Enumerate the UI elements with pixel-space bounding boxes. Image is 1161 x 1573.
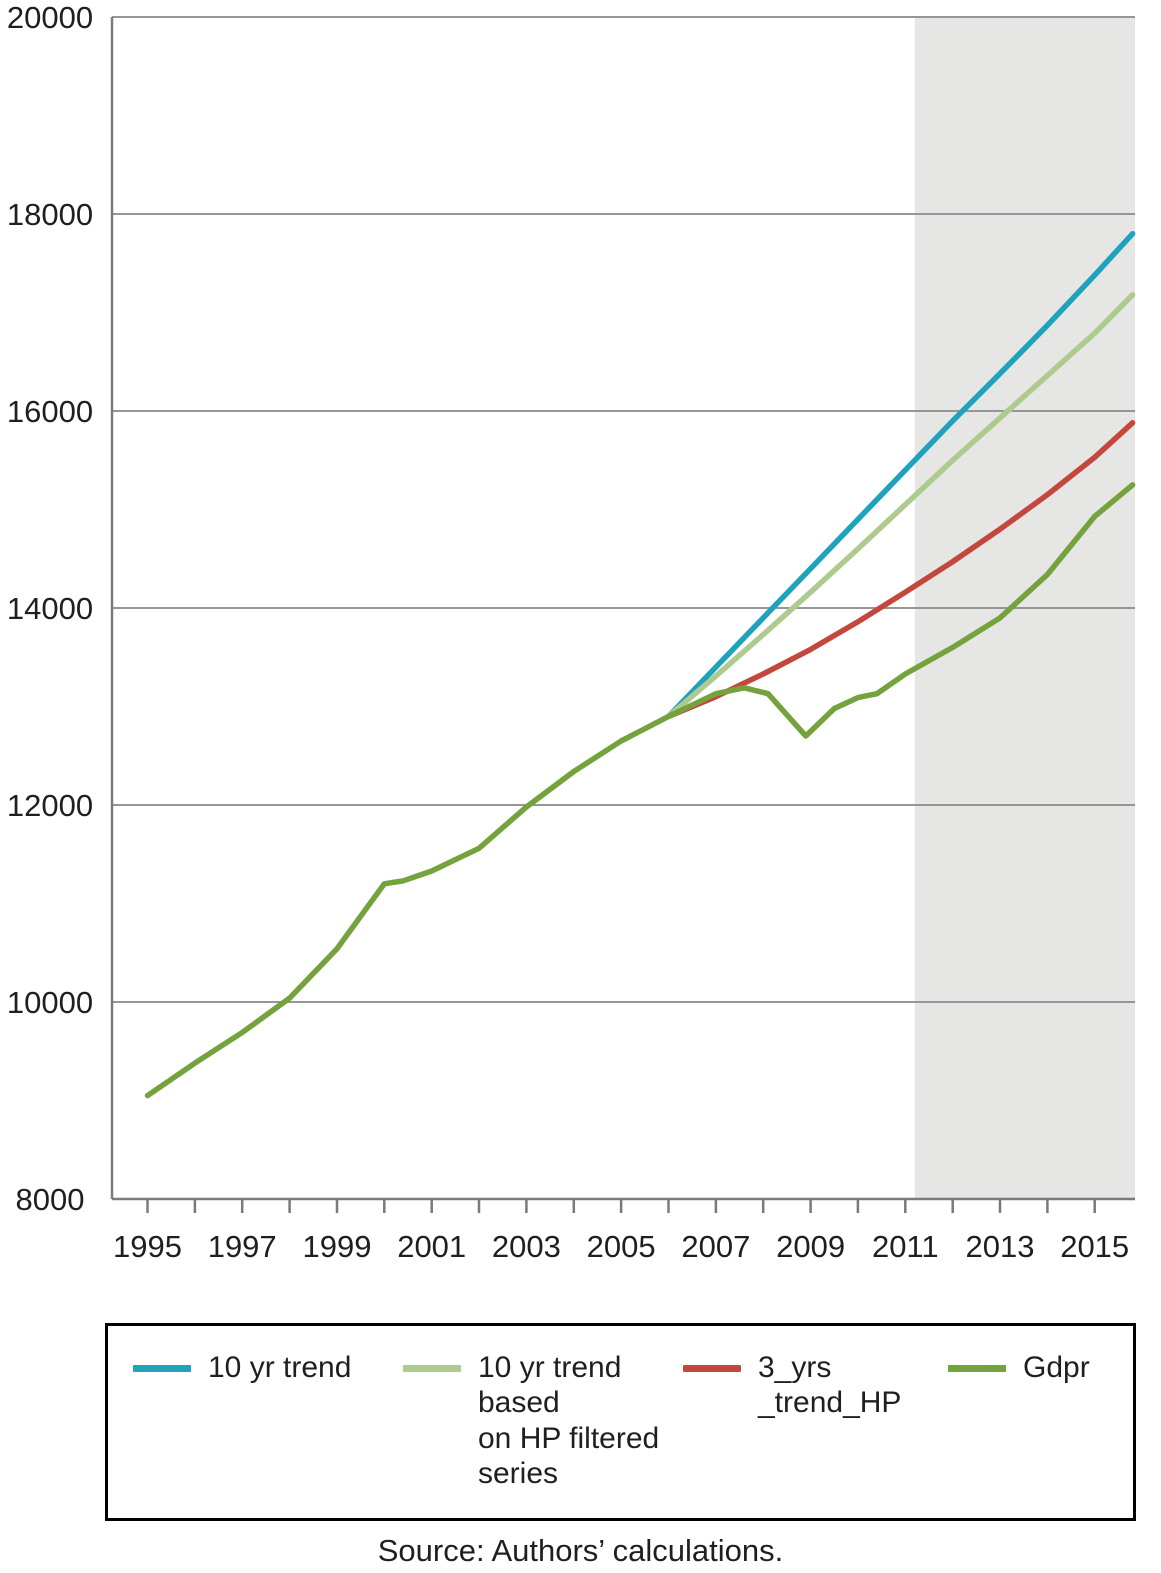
y-tick-label: 10000 [7, 985, 93, 1020]
x-tick-label: 1997 [208, 1229, 277, 1264]
y-tick-label: 18000 [7, 197, 93, 232]
series-line-3-yrs-trend-hp [665, 420, 1136, 720]
x-tick-label: 2015 [1060, 1229, 1129, 1264]
legend-line-swatch [403, 1365, 461, 1372]
x-tick-label: 1995 [113, 1229, 182, 1264]
x-tick-label: 1999 [303, 1229, 372, 1264]
source-note: Source: Authors’ calculations. [377, 1532, 784, 1568]
gdp-trend-line-chart: 8000 10000 12000 14000 16000 18000 20000 1995 19… [7, 0, 1136, 1264]
legend-item-2: 10 yr trend based on HP filtered series [403, 1350, 683, 1492]
legend-label: Gdpr [1023, 1351, 1090, 1384]
series-line-10-yr-trend-based-on-hp-filtered-series [665, 292, 1136, 720]
legend-label: 10 yr trend based on HP filtered series [478, 1351, 660, 1491]
x-tick-label: 2003 [492, 1229, 561, 1264]
x-tick-label: 2013 [966, 1229, 1035, 1264]
x-tick-label: 2001 [397, 1229, 466, 1264]
y-tick-label: 12000 [7, 788, 93, 823]
y-tick-label: 16000 [7, 394, 93, 429]
y-tick-label: 20000 [7, 0, 93, 35]
y-tick-label: 8000 [16, 1182, 85, 1217]
legend-item-3: 3_yrs _trend_HP [683, 1350, 948, 1421]
x-tick-label: 2007 [681, 1229, 750, 1264]
series-line-gdpr [144, 482, 1136, 1099]
legend-item-1: 10 yr trend [133, 1350, 403, 1385]
series-line-10-yr-trend [665, 230, 1136, 720]
legend-label: 10 yr trend [208, 1351, 352, 1384]
x-tick-label: 2005 [587, 1229, 656, 1264]
legend-line-swatch [683, 1365, 741, 1372]
legend-line-swatch [133, 1365, 191, 1372]
legend-line-swatch [948, 1365, 1006, 1372]
y-tick-label: 14000 [7, 591, 93, 626]
x-tick-label: 2009 [776, 1229, 845, 1264]
legend-label: 3_yrs _trend_HP [758, 1351, 902, 1420]
legend-item-4: Gdpr [948, 1350, 1133, 1385]
chart-legend: 10 yr trend 10 yr trend based on HP filte… [105, 1323, 1136, 1521]
x-tick-label: 2011 [872, 1229, 939, 1264]
